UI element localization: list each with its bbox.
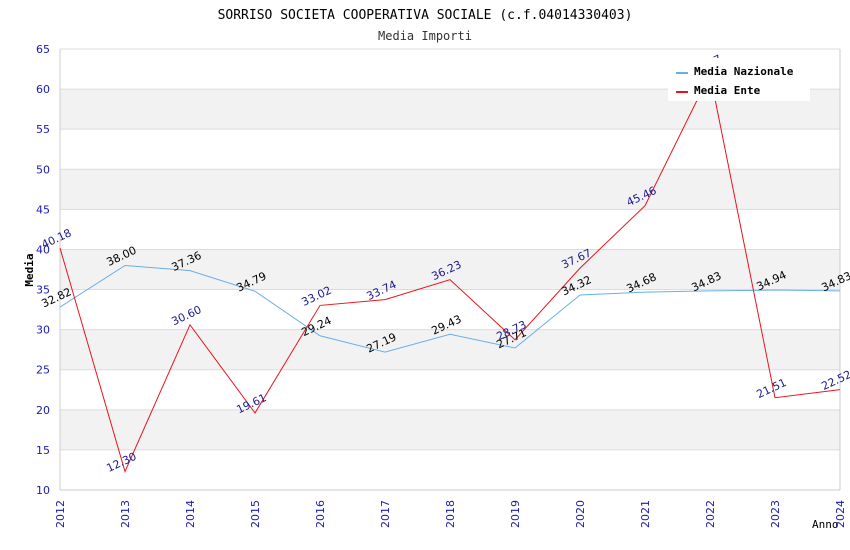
x-tick-label: 2022: [704, 500, 717, 528]
legend-label-media-nazionale: Media Nazionale: [694, 65, 794, 78]
series-line-media-nazionale: [59, 264, 841, 353]
y-tick-label: 55: [36, 123, 50, 136]
grid-band: [60, 249, 840, 290]
y-tick-label: 50: [36, 163, 50, 176]
y-tick-label: 10: [36, 484, 50, 497]
y-tick-label: 25: [36, 364, 50, 377]
grid-band: [60, 329, 840, 370]
x-tick-label: 2015: [249, 500, 262, 528]
legend-box: [668, 58, 810, 101]
grid-band: [60, 129, 840, 170]
x-tick-label: 2021: [639, 500, 652, 528]
y-axis-label: Media: [23, 253, 36, 286]
y-tick-label: 15: [36, 444, 50, 457]
x-tick-label: 2019: [509, 500, 522, 528]
grid-band: [60, 169, 840, 210]
y-tick-label: 45: [36, 203, 50, 216]
grid-band: [60, 409, 840, 450]
grid-bands: [60, 49, 840, 490]
legend-label-media-ente: Media Ente: [694, 84, 761, 97]
x-axis-label: Anno: [812, 518, 839, 531]
x-tick-label: 2020: [574, 500, 587, 528]
y-tick-label: 20: [36, 404, 50, 417]
y-tick-label: 35: [36, 284, 50, 297]
grid-band: [60, 209, 840, 250]
y-axis: 10 15 20 25 30 35 40 45 50 55 60 65: [36, 43, 50, 497]
x-tick-label: 2014: [184, 500, 197, 528]
x-tick-label: 2012: [54, 500, 67, 528]
x-axis: 2012 2013 2014 2015 2016 2017 2018 2019 2020 2021…: [54, 500, 847, 528]
x-tick-label: 2017: [379, 500, 392, 528]
chart-subtitle: Media Importi: [378, 29, 472, 43]
x-tick-label: 2024: [834, 500, 847, 528]
y-tick-label: 30: [36, 324, 50, 337]
grid-band: [60, 449, 840, 490]
grid-lines: [59, 48, 841, 491]
x-tick-label: 2013: [119, 500, 132, 528]
x-tick-label: 2016: [314, 500, 327, 528]
y-tick-label: 40: [36, 243, 50, 256]
chart-title: SORRISO SOCIETA COOPERATIVA SOCIALE (c.f…: [218, 8, 633, 23]
y-tick-label: 65: [36, 43, 50, 56]
grid-band: [60, 369, 840, 410]
legend: Media Nazionale Media Ente: [668, 58, 810, 101]
x-tick-label: 2018: [444, 500, 457, 528]
x-tick-label: 2023: [769, 500, 782, 528]
grid-band: [60, 289, 840, 330]
y-tick-label: 60: [36, 83, 50, 96]
